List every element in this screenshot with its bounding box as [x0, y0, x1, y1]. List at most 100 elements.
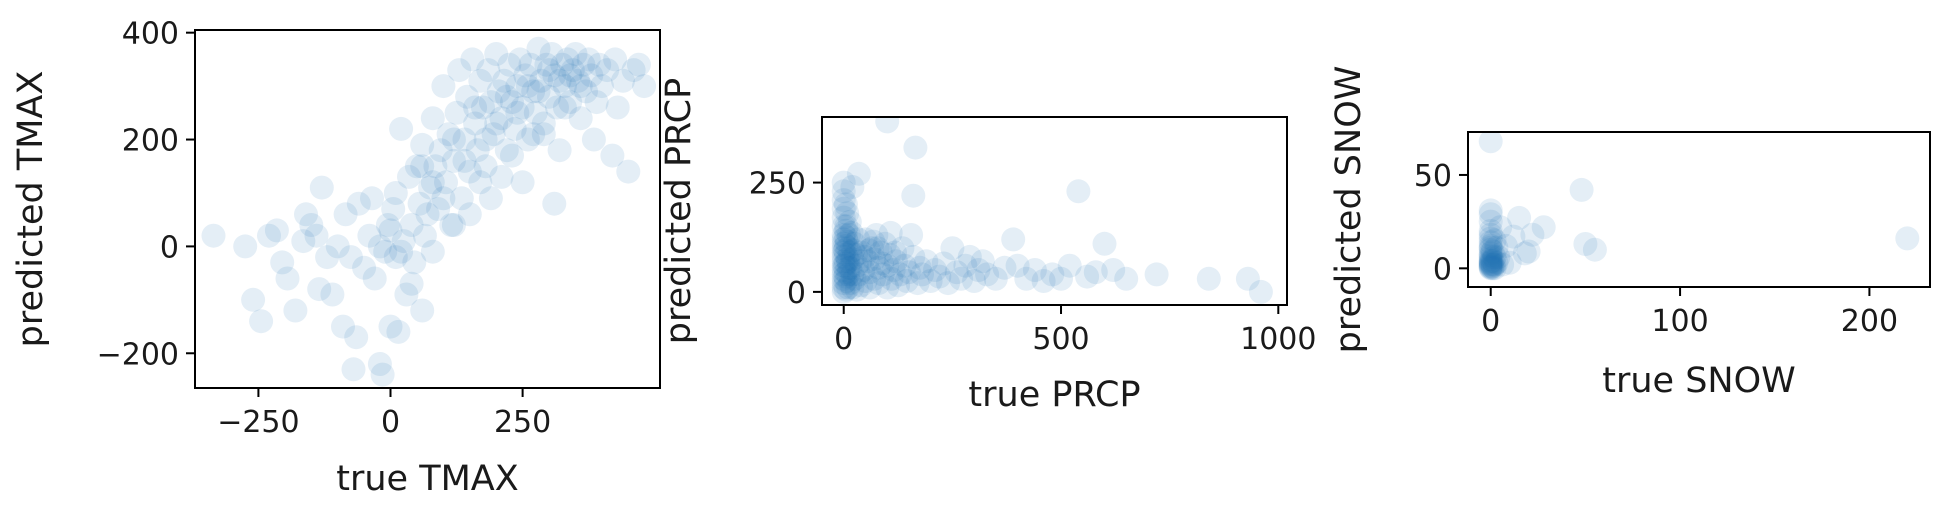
y-tick-label: −200: [97, 337, 179, 372]
data-point: [853, 269, 878, 293]
data-point: [860, 236, 884, 261]
data-point: [505, 100, 530, 125]
data-point: [391, 229, 416, 254]
data-point: [846, 262, 871, 287]
data-point: [1478, 219, 1503, 243]
data-point: [927, 264, 952, 289]
data-point: [389, 116, 414, 141]
data-point: [834, 214, 859, 239]
x-axis-label: true SNOW: [1602, 361, 1796, 401]
data-point: [605, 95, 630, 120]
data-point: [481, 122, 506, 147]
data-point: [840, 262, 865, 287]
data-point: [833, 264, 858, 289]
data-point: [856, 238, 881, 263]
data-point: [574, 79, 598, 104]
data-point: [1486, 245, 1511, 270]
data-point: [241, 287, 266, 312]
data-point: [428, 138, 453, 163]
data-point: [957, 244, 982, 269]
data-point: [367, 234, 392, 259]
data-point: [842, 231, 867, 256]
data-point: [849, 273, 874, 298]
data-point: [431, 74, 456, 99]
data-point: [1049, 266, 1073, 291]
data-point: [457, 159, 482, 184]
data-point: [299, 213, 324, 237]
x-tick-label: 500: [1032, 322, 1089, 357]
data-point: [460, 47, 485, 72]
data-point: [338, 245, 363, 270]
data-point: [1582, 237, 1607, 262]
data-point: [579, 63, 604, 88]
x-tick-label: −250: [217, 405, 299, 440]
data-point: [497, 52, 522, 77]
data-point: [842, 266, 867, 291]
data-point: [836, 236, 861, 261]
data-point: [831, 223, 856, 247]
data-point: [831, 170, 856, 195]
data-point: [478, 90, 503, 115]
data-point: [831, 249, 856, 274]
data-point: [1478, 249, 1503, 274]
data-point: [452, 148, 477, 173]
data-point: [881, 258, 906, 282]
data-point: [500, 143, 524, 168]
data-point: [1005, 253, 1030, 278]
data-point: [521, 79, 546, 104]
data-point: [894, 269, 919, 293]
data-point: [560, 58, 585, 83]
data-point: [552, 95, 577, 120]
data-point: [1478, 247, 1503, 271]
data-point: [420, 239, 445, 264]
data-point: [831, 188, 856, 213]
data-point: [611, 68, 635, 93]
data-point: [831, 227, 856, 252]
data-point: [412, 223, 437, 248]
data-point: [873, 231, 897, 256]
x-axis-label: true PRCP: [968, 375, 1140, 415]
data-point: [473, 154, 498, 179]
data-point: [905, 271, 930, 296]
data-point: [862, 247, 887, 272]
data-point: [383, 181, 408, 205]
data-point: [1480, 252, 1505, 277]
data-point: [486, 79, 511, 104]
data-point: [831, 258, 856, 282]
data-point: [441, 213, 466, 237]
x-tick-label: 200: [1841, 304, 1898, 339]
data-point: [333, 202, 358, 227]
data-point: [1484, 250, 1509, 275]
data-point: [331, 314, 355, 339]
data-point: [508, 47, 532, 72]
data-point: [415, 202, 440, 227]
data-point: [835, 201, 860, 226]
data-point: [1895, 226, 1920, 251]
data-point: [600, 143, 625, 168]
y-tick-label: 0: [160, 230, 179, 265]
data-point: [233, 234, 258, 259]
data-point: [831, 205, 856, 230]
data-point: [855, 249, 880, 274]
data-point: [1235, 266, 1260, 291]
data-point: [1480, 248, 1505, 273]
data-point: [1512, 241, 1537, 266]
data-point: [1478, 252, 1503, 277]
data-point: [325, 234, 350, 259]
data-point: [362, 266, 387, 291]
data-point: [833, 218, 858, 243]
data-point: [534, 52, 559, 77]
data-point: [1531, 215, 1556, 240]
data-point: [1092, 231, 1117, 256]
data-point: [878, 220, 903, 245]
data-point: [831, 262, 856, 287]
data-point: [831, 275, 856, 300]
data-point: [521, 122, 546, 147]
data-point: [970, 249, 995, 274]
data-point: [360, 186, 384, 211]
data-point: [457, 202, 482, 227]
data-point: [966, 258, 991, 282]
data-point: [1480, 239, 1505, 264]
subplot-3: 0 100 200 0 50 true SNOW predicted SNOW: [1329, 66, 1931, 401]
